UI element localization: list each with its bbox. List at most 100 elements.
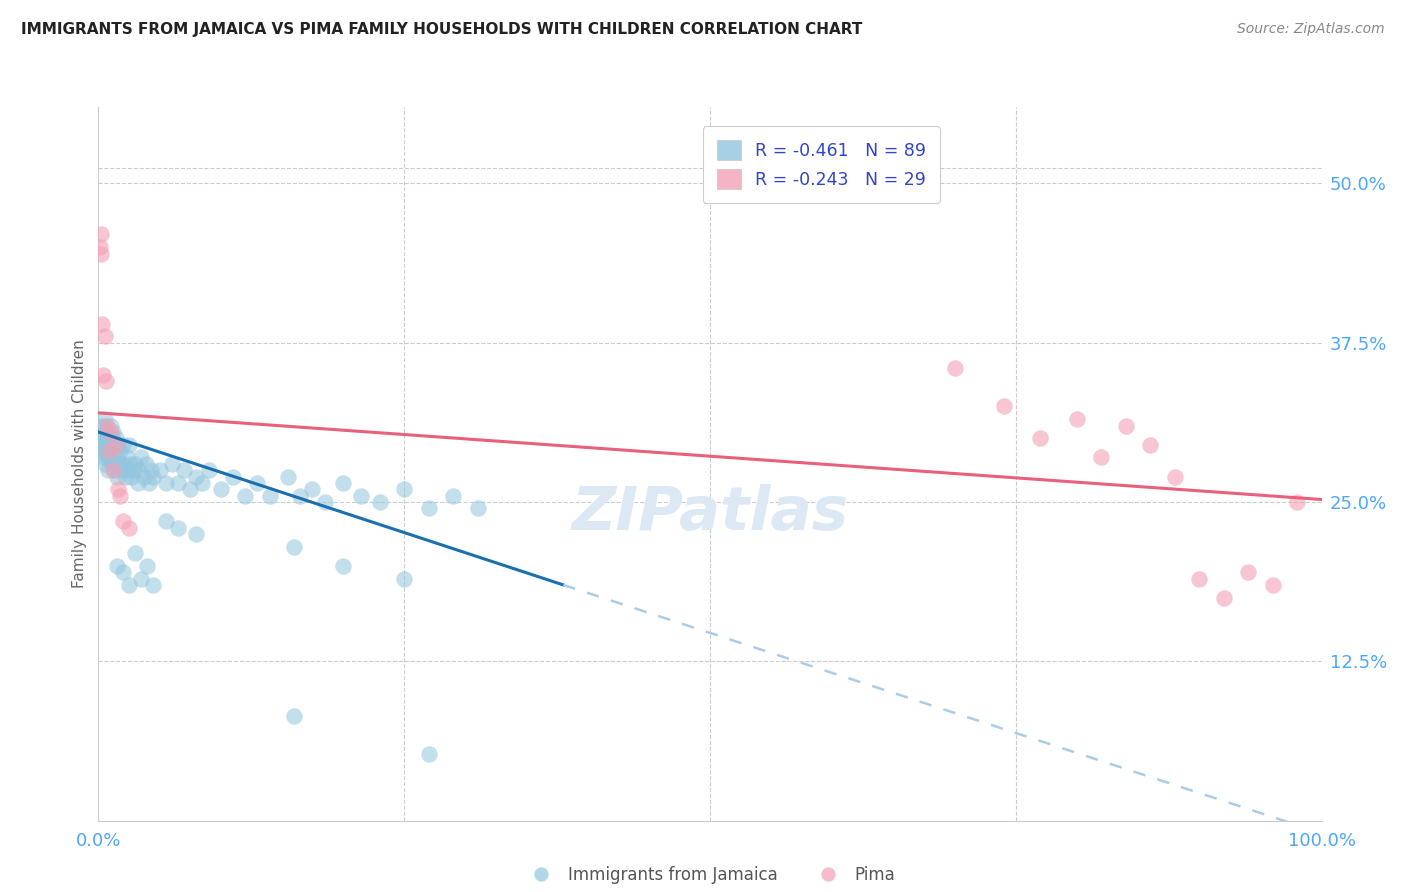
Point: [101, 425, 124, 439]
Point: [246, 475, 269, 490]
Point: [142, 578, 165, 592]
Point: [100, 425, 122, 439]
Point: [418, 501, 440, 516]
Point: [283, 540, 305, 554]
Point: [138, 475, 160, 490]
Point: [118, 520, 141, 534]
Point: [90, 438, 112, 452]
Point: [277, 469, 299, 483]
Point: [943, 361, 966, 376]
Point: [93, 329, 115, 343]
Point: [118, 578, 141, 592]
Point: [120, 469, 142, 483]
Point: [1115, 418, 1137, 433]
Point: [98, 444, 121, 458]
Point: [101, 431, 124, 445]
Point: [104, 438, 127, 452]
Point: [124, 546, 146, 560]
Point: [129, 572, 152, 586]
Point: [128, 463, 150, 477]
Point: [283, 709, 305, 723]
Point: [1090, 450, 1112, 465]
Text: IMMIGRANTS FROM JAMAICA VS PIMA FAMILY HOUSEHOLDS WITH CHILDREN CORRELATION CHAR: IMMIGRANTS FROM JAMAICA VS PIMA FAMILY H…: [21, 22, 862, 37]
Point: [120, 457, 142, 471]
Point: [103, 438, 125, 452]
Point: [139, 463, 162, 477]
Point: [392, 572, 416, 586]
Point: [107, 438, 129, 452]
Point: [94, 374, 117, 388]
Point: [233, 489, 256, 503]
Point: [94, 444, 117, 458]
Point: [1261, 578, 1284, 592]
Point: [1188, 572, 1211, 586]
Point: [368, 495, 391, 509]
Point: [222, 469, 245, 483]
Point: [91, 431, 114, 445]
Point: [93, 457, 115, 471]
Point: [91, 425, 114, 439]
Y-axis label: Family Households with Children: Family Households with Children: [72, 340, 87, 588]
Point: [441, 489, 464, 503]
Point: [103, 463, 125, 477]
Point: [114, 469, 136, 483]
Point: [101, 463, 124, 477]
Point: [167, 520, 190, 534]
Point: [117, 463, 139, 477]
Point: [100, 418, 122, 433]
Point: [121, 463, 143, 477]
Text: Source: ZipAtlas.com: Source: ZipAtlas.com: [1237, 22, 1385, 37]
Point: [1286, 495, 1309, 509]
Point: [136, 558, 159, 573]
Point: [332, 475, 354, 490]
Point: [332, 558, 354, 573]
Point: [259, 489, 281, 503]
Point: [209, 483, 232, 497]
Point: [179, 483, 201, 497]
Point: [314, 495, 336, 509]
Point: [97, 431, 120, 445]
Point: [115, 450, 138, 465]
Point: [105, 469, 128, 483]
Point: [186, 469, 208, 483]
Point: [160, 457, 183, 471]
Point: [1237, 565, 1260, 579]
Point: [91, 444, 114, 458]
Point: [135, 457, 157, 471]
Point: [197, 463, 219, 477]
Point: [101, 457, 124, 471]
Point: [467, 501, 489, 516]
Point: [1029, 431, 1052, 445]
Point: [98, 438, 121, 452]
Point: [290, 489, 312, 503]
Point: [107, 483, 129, 497]
Point: [90, 246, 112, 260]
Point: [129, 450, 152, 465]
Point: [155, 475, 177, 490]
Point: [90, 227, 112, 242]
Point: [111, 514, 134, 528]
Point: [132, 469, 155, 483]
Point: [124, 457, 146, 471]
Point: [173, 463, 195, 477]
Point: [90, 418, 112, 433]
Point: [104, 431, 127, 445]
Point: [91, 450, 114, 465]
Point: [1139, 438, 1161, 452]
Point: [105, 450, 128, 465]
Point: [97, 463, 120, 477]
Point: [94, 418, 117, 433]
Point: [96, 450, 118, 465]
Point: [392, 483, 416, 497]
Point: [155, 514, 177, 528]
Point: [98, 450, 121, 465]
Point: [112, 457, 135, 471]
Point: [149, 463, 172, 477]
Point: [142, 469, 165, 483]
Point: [100, 438, 122, 452]
Point: [993, 400, 1015, 414]
Point: [186, 527, 208, 541]
Point: [93, 412, 115, 426]
Point: [350, 489, 373, 503]
Point: [1066, 412, 1088, 426]
